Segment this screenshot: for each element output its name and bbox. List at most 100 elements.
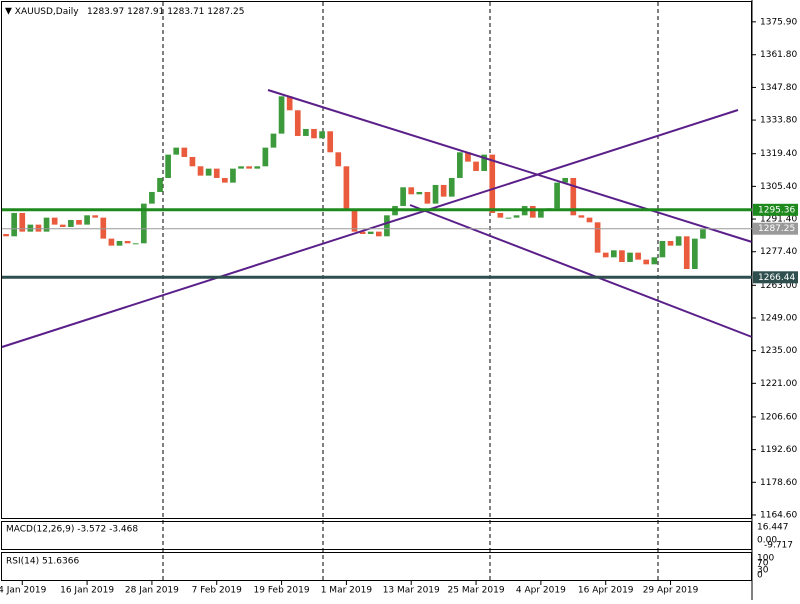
candle — [627, 252, 633, 262]
candle — [140, 203, 147, 244]
y-tick-label: 1221.00 — [760, 379, 797, 389]
candle — [197, 166, 204, 176]
macd-axis-label: 16.447 — [757, 523, 789, 533]
rsi-axis-label: 30 — [757, 566, 769, 576]
y-tick-label: 1164.60 — [760, 510, 797, 520]
candle — [59, 224, 66, 227]
quote-open: 1283.97 — [87, 7, 124, 17]
candle — [432, 184, 439, 204]
candle — [343, 166, 350, 211]
candle — [84, 215, 90, 225]
candle — [465, 152, 471, 162]
candle — [35, 224, 42, 232]
candle — [270, 133, 277, 148]
candle — [92, 215, 99, 218]
price-label: 1266.44 — [758, 273, 795, 283]
candle — [116, 240, 123, 246]
candle — [359, 231, 366, 234]
y-tick-label: 1333.80 — [760, 116, 797, 126]
y-tick-label: 1206.60 — [760, 412, 797, 422]
candle — [635, 252, 641, 260]
candle — [124, 240, 131, 244]
price-label: 1295.36 — [758, 205, 795, 215]
price-label-box — [753, 222, 798, 235]
y-tick-label: 1347.80 — [760, 83, 797, 93]
period-separators — [162, 2, 659, 580]
macd-axis-label: -9.717 — [764, 541, 793, 551]
candle — [335, 152, 342, 167]
candles — [3, 96, 706, 269]
candle — [132, 243, 139, 245]
candle — [165, 154, 171, 178]
y-tick-label: 1361.80 — [760, 50, 797, 60]
candle — [3, 233, 9, 237]
price-label: 1287.25 — [758, 224, 795, 234]
rsi-axis-label: 0 — [757, 571, 763, 581]
candle — [375, 231, 382, 237]
rsi-axis-label: 70 — [757, 559, 769, 569]
candle — [505, 217, 512, 219]
candle — [457, 152, 463, 178]
candle — [481, 154, 487, 171]
candle — [578, 215, 585, 218]
candle — [586, 217, 593, 223]
candle — [602, 252, 609, 258]
candle — [51, 217, 58, 225]
candle — [692, 238, 698, 269]
y-tick-label: 1192.60 — [760, 445, 797, 455]
y-tick-label: 1235.00 — [760, 346, 797, 356]
candle — [68, 219, 74, 227]
x-tick-label: 28 Jan 2019 — [125, 586, 179, 596]
quote: 1283.97 1287.91 1283.71 1287.25 — [87, 7, 245, 17]
candle — [384, 215, 390, 237]
candle — [643, 259, 650, 265]
y-tick-label: 1277.40 — [760, 247, 797, 257]
candle — [181, 147, 188, 157]
trend-line — [267, 89, 753, 243]
candle — [222, 177, 228, 183]
candle — [157, 177, 163, 192]
candle — [513, 215, 520, 218]
candle — [610, 250, 617, 258]
candle — [675, 236, 682, 246]
y-tick-label: 1249.00 — [760, 313, 797, 323]
rsi-axis-label: 100 — [757, 554, 774, 564]
y-tick-label: 1291.40 — [760, 215, 797, 225]
candle — [294, 110, 301, 136]
candle — [319, 131, 325, 139]
candle — [659, 240, 666, 258]
candle — [262, 147, 269, 167]
candle — [76, 219, 82, 225]
candle — [108, 238, 115, 246]
symbol: ▼ XAUUSD,Daily — [5, 7, 79, 17]
candle — [303, 128, 309, 136]
candle — [100, 217, 107, 239]
x-tick-label: 4 Apr 2019 — [516, 586, 566, 596]
candle — [173, 147, 180, 155]
candle — [254, 166, 261, 169]
candle — [651, 257, 658, 265]
y-tick-label: 1305.40 — [760, 182, 797, 192]
x-tick-label: 19 Feb 2019 — [254, 586, 310, 596]
candle — [149, 191, 155, 204]
candle — [473, 161, 479, 171]
candle — [43, 217, 50, 232]
candle — [554, 182, 560, 209]
candle — [440, 184, 447, 197]
candle — [497, 212, 504, 218]
x-tick-label: 4 Jan 2019 — [0, 586, 47, 596]
symbol-title: XAUUSD,Daily — [15, 7, 79, 17]
candle — [238, 166, 244, 169]
candle — [619, 250, 625, 262]
y-tick-label: 1375.90 — [760, 17, 797, 27]
candle — [594, 222, 601, 253]
price-label-box — [753, 271, 798, 284]
quote-high: 1287.91 — [127, 7, 164, 17]
candle — [213, 168, 220, 178]
y-tick-label: 1263.00 — [760, 281, 797, 291]
x-tick-label: 16 Jan 2019 — [60, 586, 114, 596]
candle — [27, 224, 34, 232]
quote-low: 1283.71 — [167, 7, 204, 17]
candle — [189, 156, 196, 167]
